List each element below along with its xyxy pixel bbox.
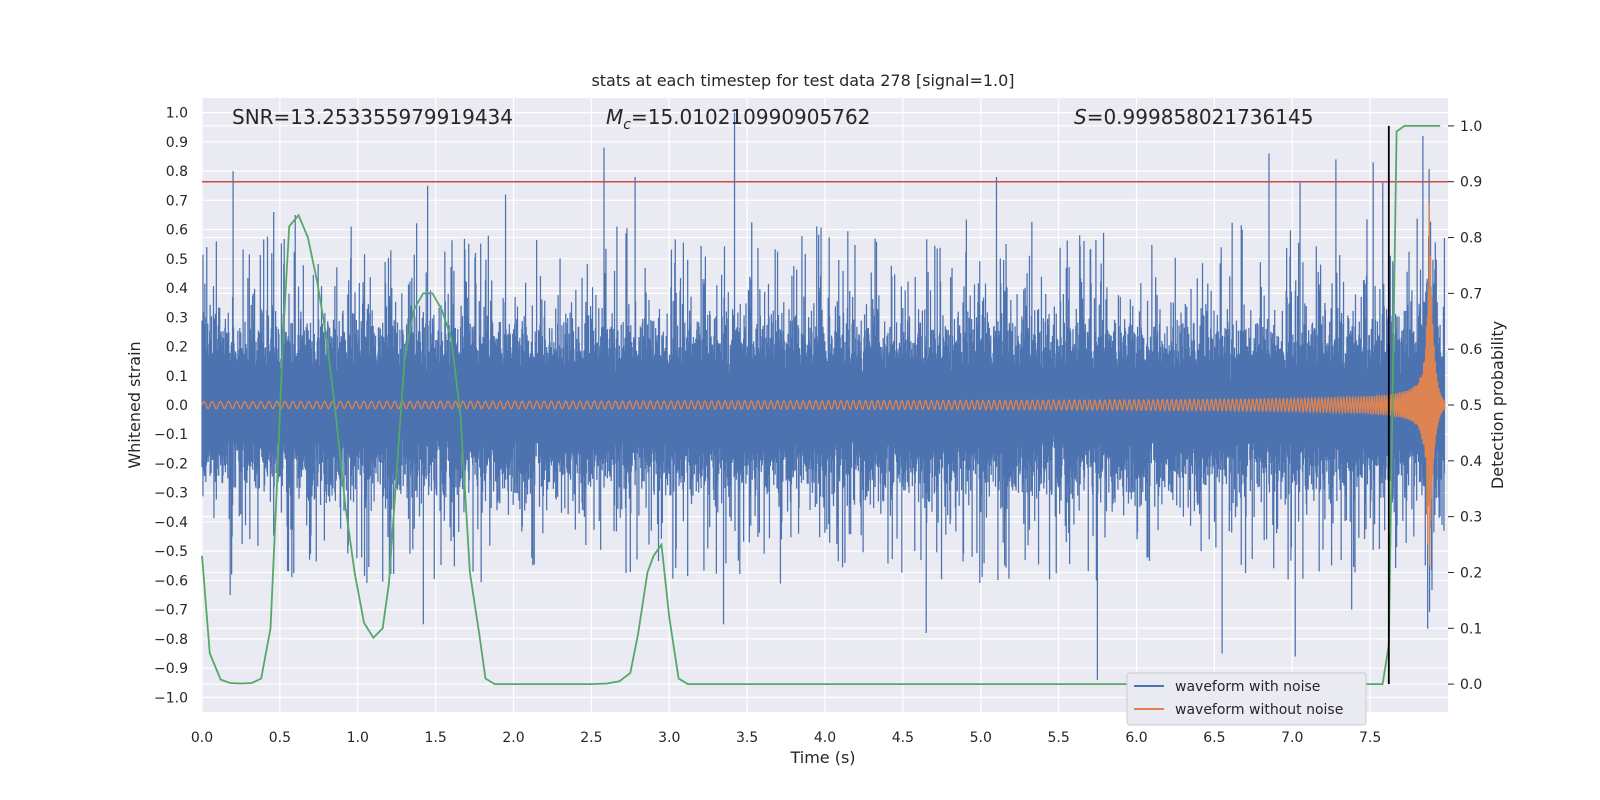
clean-waveform-series [201,202,1446,566]
y-tick-label: −0.7 [154,603,188,619]
legend-noise-label: waveform with noise [1175,679,1320,695]
y-tick-label: −0.3 [154,486,188,502]
legend: waveform with noise waveform without noi… [1126,672,1367,726]
legend-clean-label: waveform without noise [1175,702,1343,718]
y-tick-label: −0.5 [154,544,188,560]
x-tick-label: 2.0 [502,730,524,746]
s-value: =0.999858021736145 [1087,105,1314,129]
mc-subscript: c [623,117,631,133]
y-tick-label: 0.3 [166,310,188,326]
mc-annotation: Mc=15.010210990905762 [606,105,870,133]
y-tick-label: −1.0 [154,690,188,706]
y-tick-label: −0.9 [154,661,188,677]
y2-tick-label: 1.0 [1460,119,1482,135]
detection-probability-series [201,125,1441,685]
y2-tick-label: 0.7 [1460,286,1482,302]
chart-title: stats at each timestep for test data 278… [591,71,1014,90]
y2-tick-label: 0.3 [1460,510,1482,526]
plot-area [201,112,1448,685]
y-tick-label: 0.1 [166,369,188,385]
x-tick-label: 2.5 [580,730,602,746]
y-tick-label: 0.7 [166,193,188,209]
x-tick-label: 1.5 [424,730,446,746]
x-axis-label: Time (s) [789,748,855,767]
y-tick-label: −0.6 [154,573,188,589]
y-tick-label: 0.5 [166,252,188,268]
y-tick-label: −0.1 [154,427,188,443]
legend-box [1126,672,1367,726]
y2-tick-label: 0.4 [1460,454,1482,470]
x-tick-label: 5.0 [970,730,992,746]
s-symbol: S [1074,105,1087,129]
y-tick-label: 0.2 [166,340,188,356]
y2-tick-label: 0.6 [1460,342,1482,358]
x-tick-label: 6.0 [1125,730,1147,746]
snr-annotation: SNR=13.253355979919434 [232,105,513,129]
x-tick-label: 0.5 [269,730,291,746]
mc-symbol: M [606,105,623,129]
y2-tick-label: 0.5 [1460,398,1482,414]
y-tick-label: 0.0 [166,398,188,414]
x-tick-label: 3.0 [658,730,680,746]
mc-value: =15.010210990905762 [631,105,870,129]
x-tick-label: 7.5 [1359,730,1381,746]
y-tick-label: 0.4 [166,281,188,297]
x-tick-label: 7.0 [1281,730,1303,746]
s-annotation: S=0.999858021736145 [1074,105,1313,129]
x-tick-label: 5.5 [1047,730,1069,746]
y-tick-label: 0.8 [166,164,188,180]
y2-tick-label: 0.9 [1460,175,1482,191]
y-tick-label: 1.0 [166,106,188,122]
y-tick-label: −0.2 [154,456,188,472]
x-tick-label: 4.0 [814,730,836,746]
y-tick-label: 0.9 [166,135,188,151]
x-tick-label: 3.5 [736,730,758,746]
x-tick-label: 1.0 [347,730,369,746]
y-tick-label: −0.4 [154,515,188,531]
y2-tick-label: 0.0 [1460,677,1482,693]
y-axis-label: Whitened strain [125,341,144,468]
y2-axis-label: Detection probability [1488,321,1507,489]
y-tick-label: −0.8 [154,632,188,648]
y2-tick-label: 0.8 [1460,231,1482,247]
axis-ticks: 0.0 0.5 1.0 1.5 2.0 2.5 3.0 3.5 4.0 4.5 5.0 5.5 6.0 6… [154,106,1482,746]
y2-tick-label: 0.2 [1460,565,1482,581]
y2-tick-label: 0.1 [1460,621,1482,637]
x-tick-label: 4.5 [892,730,914,746]
x-tick-label: 0.0 [191,730,213,746]
x-tick-label: 6.5 [1203,730,1225,746]
y-tick-label: 0.6 [166,223,188,239]
